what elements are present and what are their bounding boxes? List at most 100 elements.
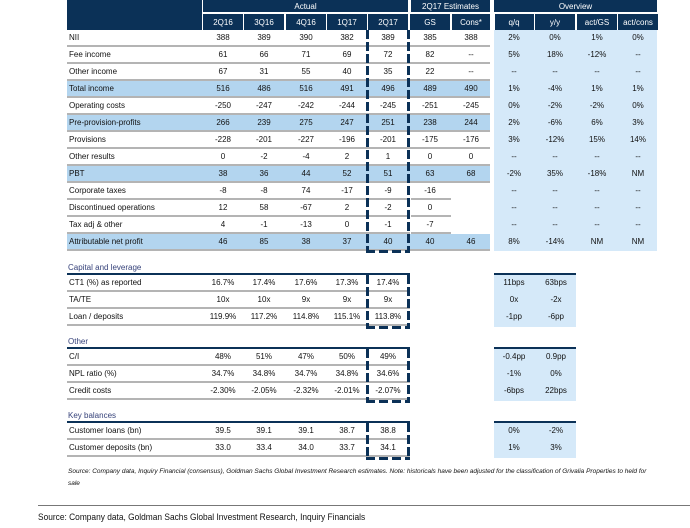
table-cell: 16.7% <box>211 278 235 287</box>
table-cell: 3% <box>632 118 644 127</box>
row-separator <box>67 198 410 200</box>
table-cell: -1 <box>384 220 392 229</box>
table-cell: 17.3% <box>335 278 359 287</box>
table-cell: 486 <box>257 84 271 93</box>
table-cell: 2 <box>344 152 350 161</box>
row-label: Corporate taxes <box>69 186 126 195</box>
row-separator <box>67 45 490 47</box>
table-cell: -175 <box>421 135 438 144</box>
table-cell: -247 <box>255 101 272 110</box>
row-separator <box>67 232 410 234</box>
header-overview: Overview <box>494 0 657 12</box>
table-cell: 63 <box>425 169 435 178</box>
table-cell: 117.2% <box>250 312 278 321</box>
dashed-box-right <box>407 275 410 326</box>
table-cell: 52 <box>342 169 352 178</box>
row-separator <box>67 324 410 326</box>
dashed-box-bottom <box>366 250 410 253</box>
row-label: NII <box>69 33 80 42</box>
section-top-rule <box>67 421 410 423</box>
table-cell: -2 <box>260 152 268 161</box>
section-top-rule <box>67 273 410 275</box>
dashed-box-right <box>407 30 410 251</box>
table-cell: 17.6% <box>294 278 318 287</box>
table-cell: 8% <box>508 237 520 246</box>
column-header: 1Q17 <box>327 14 367 30</box>
row-label: Credit costs <box>69 386 112 395</box>
table-cell: 496 <box>381 84 395 93</box>
table-cell: -176 <box>462 135 479 144</box>
table-cell: 66 <box>259 50 269 59</box>
table-cell: 516 <box>299 84 313 93</box>
dashed-box-left <box>366 275 369 326</box>
table-cell: -196 <box>338 135 355 144</box>
table-cell: 46 <box>218 237 228 246</box>
overview-box <box>494 347 576 401</box>
table-cell: 115.1% <box>333 312 361 321</box>
table-cell: 489 <box>423 84 437 93</box>
table-cell: 67 <box>218 67 228 76</box>
overview-cell: 22bps <box>545 386 567 395</box>
table-cell: -4% <box>547 84 563 93</box>
table-cell: -1 <box>260 220 268 229</box>
table-cell: 0% <box>632 33 644 42</box>
table-cell: -- <box>635 50 641 59</box>
table-cell: -228 <box>214 135 231 144</box>
table-cell: -- <box>594 186 600 195</box>
table-cell: -- <box>552 220 558 229</box>
table-cell: 2% <box>508 33 520 42</box>
table-cell: 33.4 <box>256 443 272 452</box>
row-separator <box>67 62 490 64</box>
row-label: Other income <box>69 67 118 76</box>
overview-background <box>494 30 657 251</box>
table-cell: -2.32% <box>293 386 319 395</box>
table-cell: -245 <box>379 101 396 110</box>
table-cell: 12 <box>218 203 228 212</box>
table-cell: 34.7% <box>294 369 318 378</box>
table-cell: 35 <box>383 67 393 76</box>
row-label: Tax adj & other <box>69 220 123 229</box>
table-cell: 46 <box>466 237 476 246</box>
table-cell: 9x <box>301 295 311 304</box>
overview-box <box>494 421 576 458</box>
divider <box>38 505 690 506</box>
table-cell: 40 <box>425 237 435 246</box>
table-cell: -- <box>511 67 517 76</box>
table-cell: 68 <box>466 169 476 178</box>
table-cell: 0 <box>427 203 433 212</box>
row-separator <box>67 164 490 166</box>
row-separator <box>411 232 451 234</box>
table-cell: 35% <box>546 169 563 178</box>
table-cell: 61 <box>218 50 228 59</box>
table-cell: -- <box>594 220 600 229</box>
table-cell: -13 <box>300 220 312 229</box>
table-cell: -- <box>552 152 558 161</box>
table-cell: -67 <box>300 203 312 212</box>
table-cell: 10x <box>257 295 271 304</box>
row-separator <box>411 198 451 200</box>
table-cell: NM <box>631 169 645 178</box>
column-header: q/q <box>494 14 534 30</box>
table-cell: 5% <box>508 50 520 59</box>
table-cell: 266 <box>216 118 230 127</box>
table-cell: -- <box>635 152 641 161</box>
table-cell: 251 <box>381 118 395 127</box>
table-cell: -12% <box>587 50 607 59</box>
table-cell: 516 <box>216 84 230 93</box>
row-separator <box>67 381 410 383</box>
row-separator <box>67 96 490 98</box>
table-cell: 51 <box>383 169 393 178</box>
column-header: 2Q16 <box>203 14 243 30</box>
dashed-box-bottom <box>366 326 410 329</box>
table-cell: 40 <box>342 67 352 76</box>
overview-cell: -6pp <box>547 312 564 321</box>
row-separator <box>67 290 410 292</box>
row-separator <box>67 130 490 132</box>
table-cell: 74 <box>301 186 311 195</box>
row-separator <box>67 249 490 251</box>
table-cell: -- <box>552 186 558 195</box>
table-cell: 119.9% <box>209 312 237 321</box>
table-cell: 385 <box>423 33 437 42</box>
table-cell: 244 <box>464 118 478 127</box>
table-cell: -- <box>594 203 600 212</box>
